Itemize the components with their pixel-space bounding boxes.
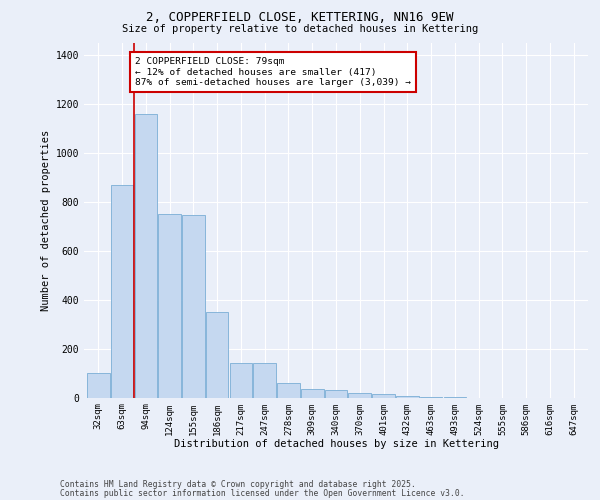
Bar [325, 390, 347, 398]
Bar [372, 394, 395, 398]
Bar [158, 214, 181, 398]
Text: Contains public sector information licensed under the Open Government Licence v3: Contains public sector information licen… [60, 489, 464, 498]
Bar [134, 114, 157, 398]
Text: 2 COPPERFIELD CLOSE: 79sqm
← 12% of detached houses are smaller (417)
87% of sem: 2 COPPERFIELD CLOSE: 79sqm ← 12% of deta… [135, 57, 411, 87]
Bar [206, 312, 229, 398]
Bar [301, 389, 323, 398]
Text: Size of property relative to detached houses in Kettering: Size of property relative to detached ho… [122, 24, 478, 34]
X-axis label: Distribution of detached houses by size in Kettering: Distribution of detached houses by size … [173, 439, 499, 449]
Y-axis label: Number of detached properties: Number of detached properties [41, 130, 52, 310]
Bar [111, 184, 133, 398]
Bar [87, 373, 110, 398]
Bar [277, 383, 300, 398]
Text: Contains HM Land Registry data © Crown copyright and database right 2025.: Contains HM Land Registry data © Crown c… [60, 480, 416, 489]
Bar [182, 215, 205, 398]
Text: 2, COPPERFIELD CLOSE, KETTERING, NN16 9EW: 2, COPPERFIELD CLOSE, KETTERING, NN16 9E… [146, 11, 454, 24]
Bar [230, 363, 252, 398]
Bar [349, 392, 371, 398]
Bar [253, 363, 276, 398]
Bar [396, 396, 419, 398]
